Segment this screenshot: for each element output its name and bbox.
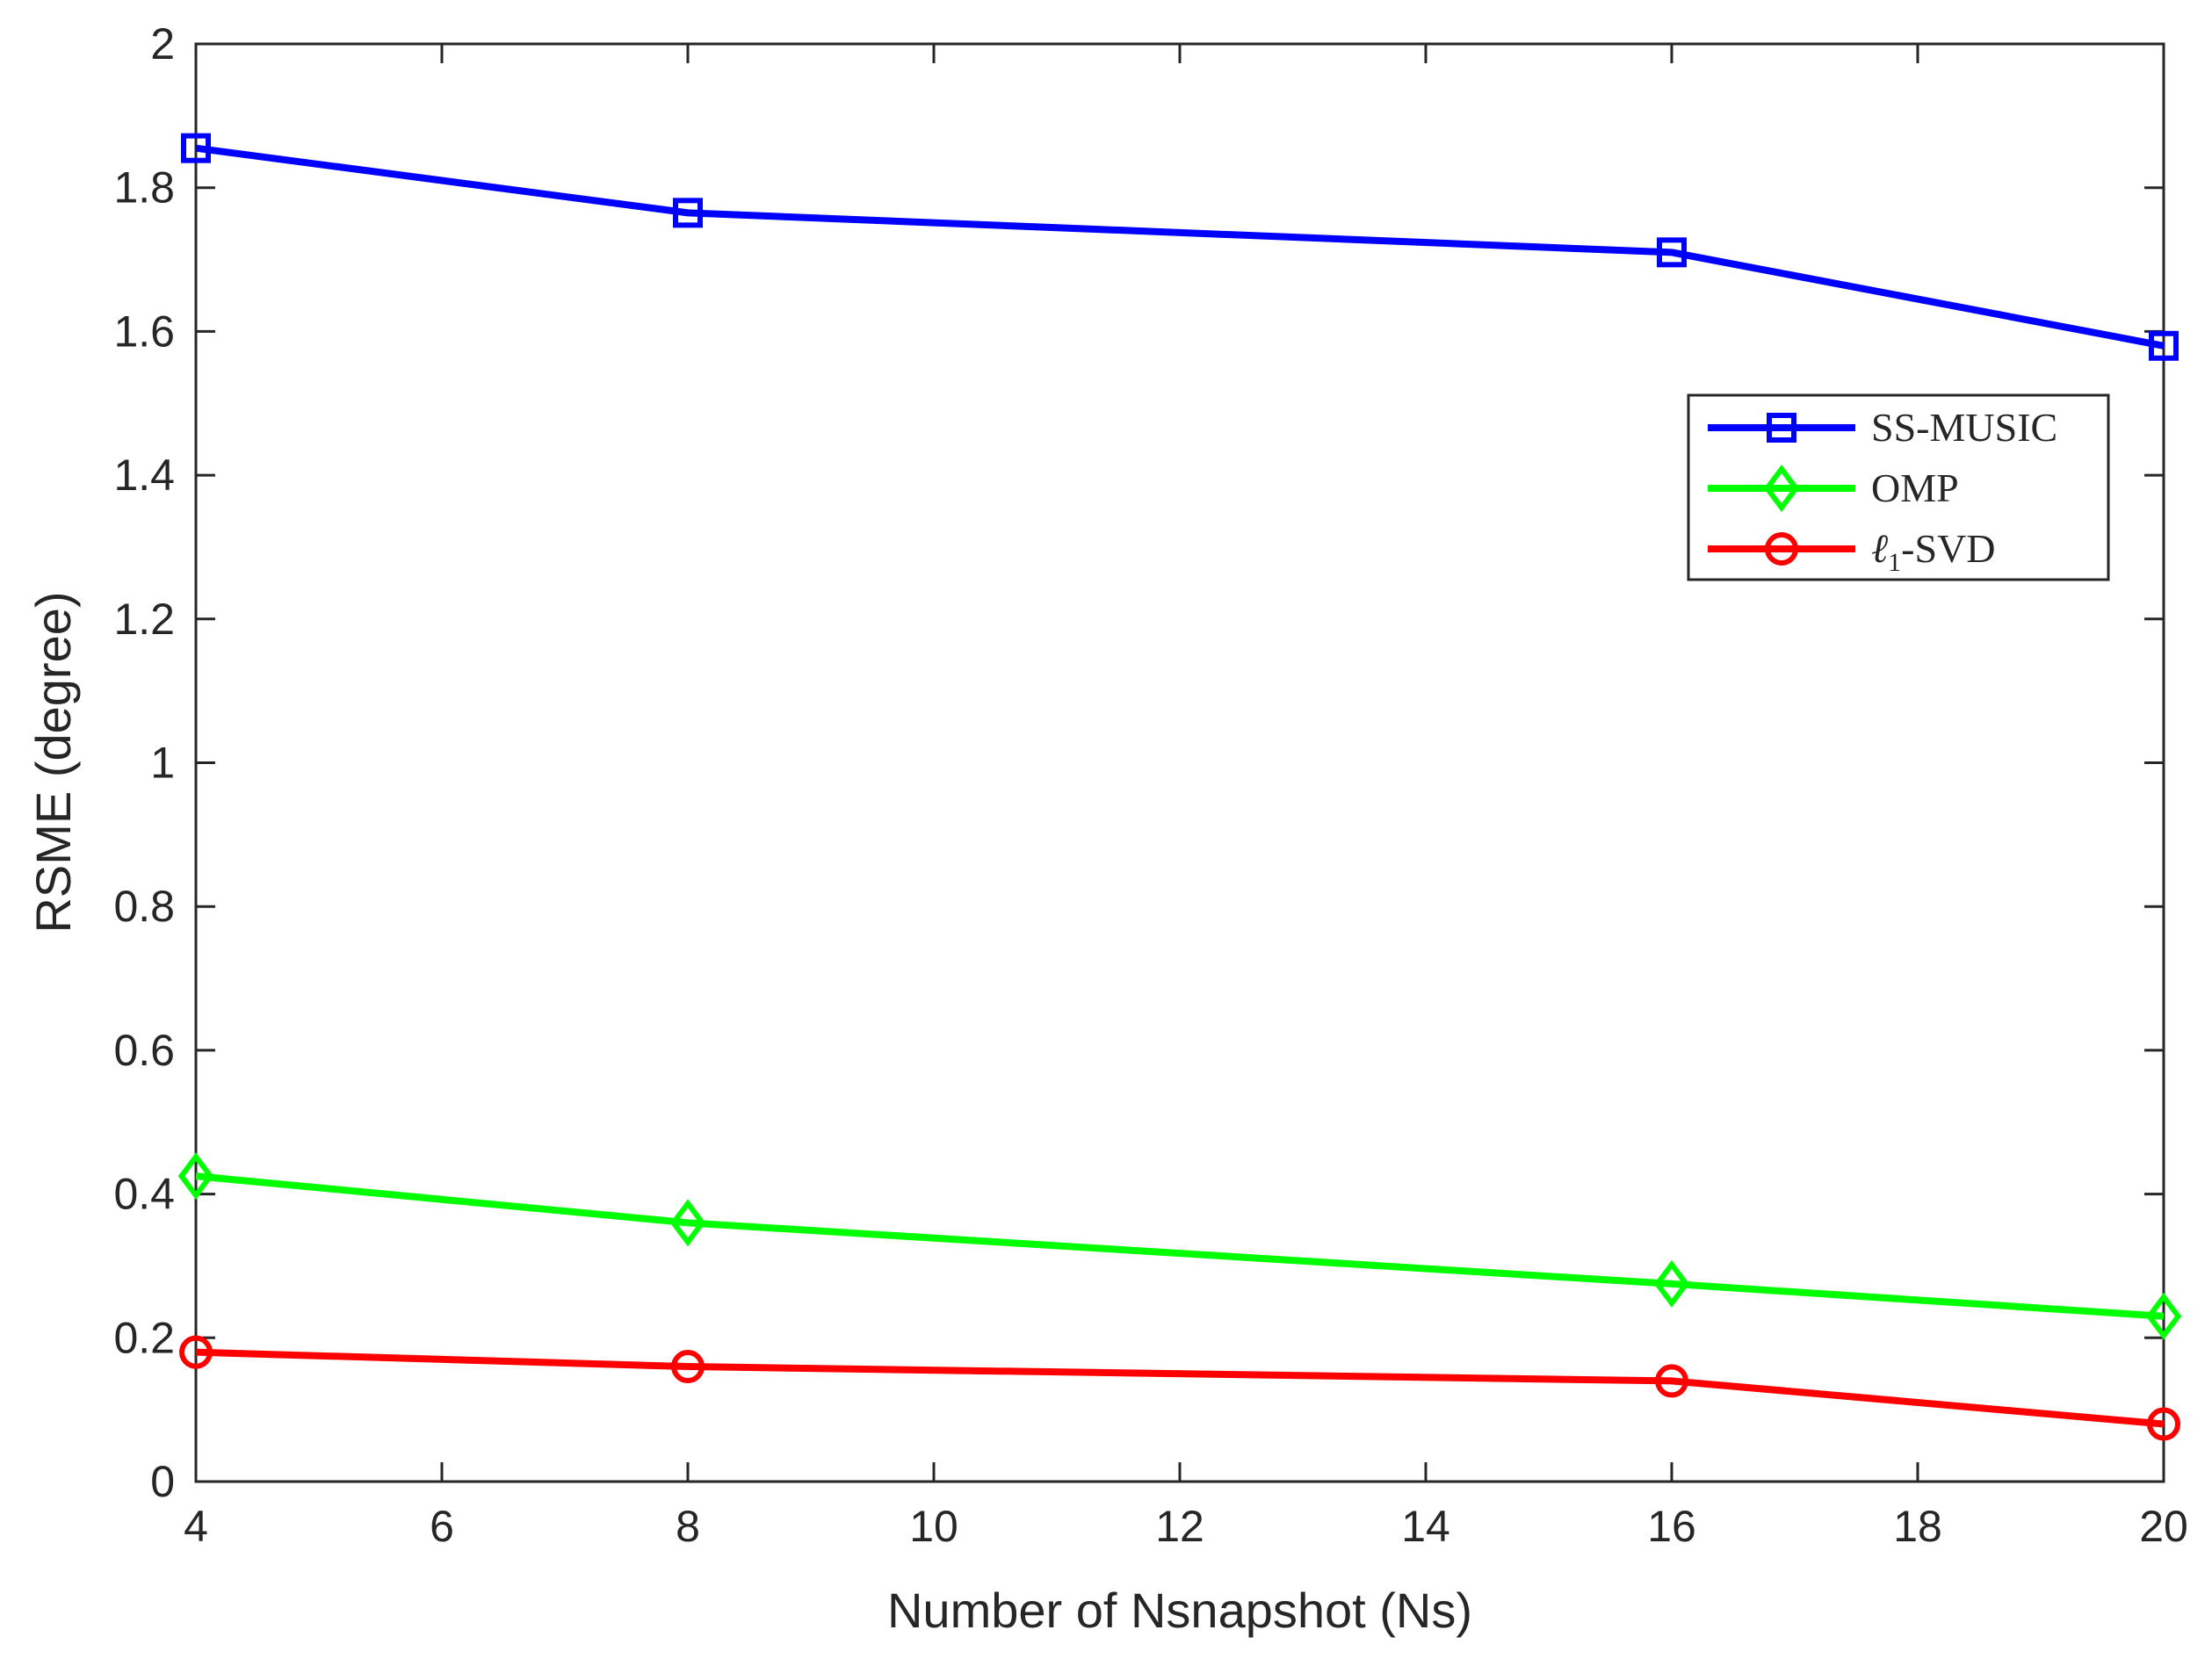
plot-area	[194, 42, 2165, 1483]
x-tick-label: 8	[676, 1502, 700, 1551]
legend-label-ss-music: SS-MUSIC	[1871, 405, 2057, 450]
series-line-ss-music	[195, 144, 2165, 350]
series-line-l1-svd	[195, 1348, 2165, 1428]
legend-marker-l1-svd	[1765, 532, 1798, 566]
x-tick-label: 14	[1401, 1502, 1450, 1551]
x-tick-label: 18	[1893, 1502, 1942, 1551]
y-tick-label: 2	[150, 19, 175, 69]
y-tick-label: 1	[150, 739, 175, 788]
legend[interactable]: SS-MUSIC OMP ℓ1-SVD	[1687, 393, 2110, 581]
x-tick-label: 16	[1647, 1502, 1696, 1551]
data-point-l1-svd	[179, 1335, 213, 1369]
y-tick-label: 0.8	[113, 882, 175, 931]
x-tick-label: 6	[430, 1502, 454, 1551]
legend-items: SS-MUSIC OMP ℓ1-SVD	[1708, 405, 2057, 577]
y-tick-label: 0.6	[113, 1026, 175, 1075]
y-tick-labels: 0 0.2 0.4 0.6 0.8 1 1.2 1.4 1.6 1.8 2	[113, 19, 175, 1506]
data-point-omp	[669, 1199, 706, 1247]
data-point-ss-music	[181, 133, 211, 163]
x-tick-label: 4	[184, 1502, 208, 1551]
data-point-ss-music	[1657, 237, 1687, 268]
data-point-omp	[177, 1152, 214, 1201]
data-point-l1-svd	[1655, 1364, 1688, 1398]
legend-marker-omp	[1763, 465, 1800, 512]
x-tick-label: 10	[909, 1502, 958, 1551]
y-axis-label: RSME (degree)	[25, 591, 81, 933]
data-point-l1-svd	[2147, 1407, 2180, 1441]
y-tick-label: 1.2	[113, 595, 175, 644]
data-point-ss-music	[2149, 330, 2179, 361]
y-tick-label: 1.4	[113, 451, 175, 500]
x-axis-label: Number of Nsnapshot (Ns)	[887, 1583, 1472, 1638]
series-line-omp	[195, 1172, 2165, 1320]
x-tick-labels: 4 6 8 10 12 14 16 18 20	[184, 1502, 2188, 1551]
legend-label-subscript: 1	[1888, 548, 1901, 577]
y-tick-label: 0.2	[113, 1313, 175, 1362]
x-tick-label: 12	[1155, 1502, 1204, 1551]
legend-label-omp: OMP	[1871, 465, 1959, 510]
legend-marker-ss-music	[1767, 413, 1796, 443]
y-tick-label: 1.8	[113, 163, 175, 213]
axis-ticks	[194, 42, 2165, 1483]
series-markers	[177, 133, 2182, 1441]
x-tick-label: 20	[2139, 1502, 2188, 1551]
data-point-omp	[2145, 1292, 2182, 1340]
legend-label-suffix: -SVD	[1901, 526, 1995, 571]
data-point-l1-svd	[671, 1350, 705, 1384]
y-tick-label: 0	[150, 1457, 175, 1506]
data-point-ss-music	[673, 198, 703, 228]
legend-label-l1-svd: ℓ1-SVD	[1871, 526, 1996, 577]
y-tick-label: 0.4	[113, 1170, 175, 1219]
series-lines	[195, 144, 2165, 1428]
legend-label-main: ℓ	[1871, 526, 1889, 571]
y-tick-label: 1.6	[113, 307, 175, 356]
data-point-omp	[1653, 1259, 1690, 1308]
